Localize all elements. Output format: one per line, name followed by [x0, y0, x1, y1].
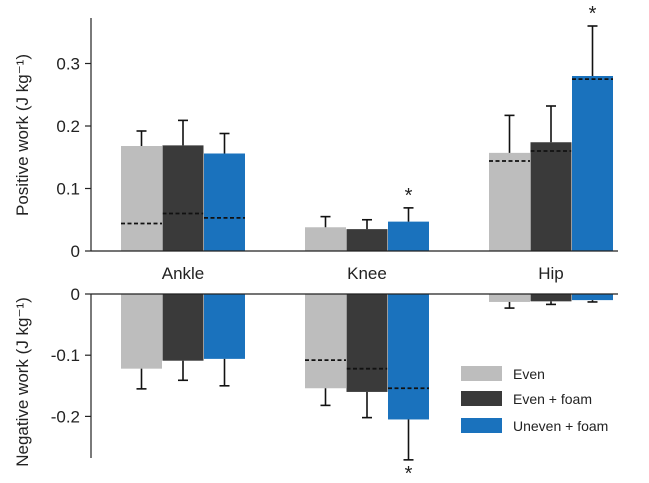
y-tick-label: 0.1: [56, 180, 80, 199]
significance-star: *: [405, 463, 413, 483]
legend: Even Even + foam Uneven + foam: [461, 366, 608, 434]
bar: [305, 227, 346, 251]
bar: [388, 221, 429, 251]
legend-label: Uneven + foam: [513, 418, 608, 434]
category-label: Knee: [347, 264, 387, 283]
category-label: Ankle: [162, 264, 205, 283]
bar: [204, 153, 245, 251]
y-axis-label: Positive work (J kg⁻¹): [13, 54, 32, 216]
bar: [305, 294, 346, 389]
bar: [121, 294, 162, 369]
legend-label: Even + foam: [513, 391, 592, 407]
legend-swatch: [461, 366, 502, 381]
bar: [489, 294, 530, 302]
bar: [530, 294, 572, 302]
significance-star: *: [589, 3, 597, 25]
y-tick-label: -0.1: [51, 346, 80, 365]
bar: [346, 294, 388, 392]
bar: [162, 145, 204, 251]
y-axis-label: Negative work (J kg⁻¹): [13, 297, 32, 467]
y-tick-label: 0: [71, 285, 80, 304]
bar: [121, 146, 162, 251]
y-tick-label: 0: [71, 242, 80, 261]
bar: [572, 294, 613, 301]
category-label: Hip: [538, 264, 564, 283]
bar: [162, 294, 204, 361]
legend-label: Even: [513, 366, 545, 382]
positive-work-panel: * * 0 0.1 0.2 0.3 Positive work (J kg⁻¹): [13, 3, 618, 261]
bar: [572, 76, 613, 251]
bar: [489, 152, 530, 251]
negative-work-panel: * 0 -0.1 -0.2 Negative work (J kg⁻¹): [13, 285, 618, 483]
y-tick-label: -0.2: [51, 407, 80, 426]
y-tick-label: 0.2: [56, 117, 80, 136]
bar: [530, 142, 572, 251]
significance-star: *: [405, 185, 413, 207]
bar: [346, 229, 388, 251]
bar: [388, 294, 429, 420]
legend-swatch: [461, 391, 502, 406]
bar: [204, 294, 245, 359]
y-tick-label: 0.3: [56, 55, 80, 74]
legend-swatch: [461, 418, 502, 433]
